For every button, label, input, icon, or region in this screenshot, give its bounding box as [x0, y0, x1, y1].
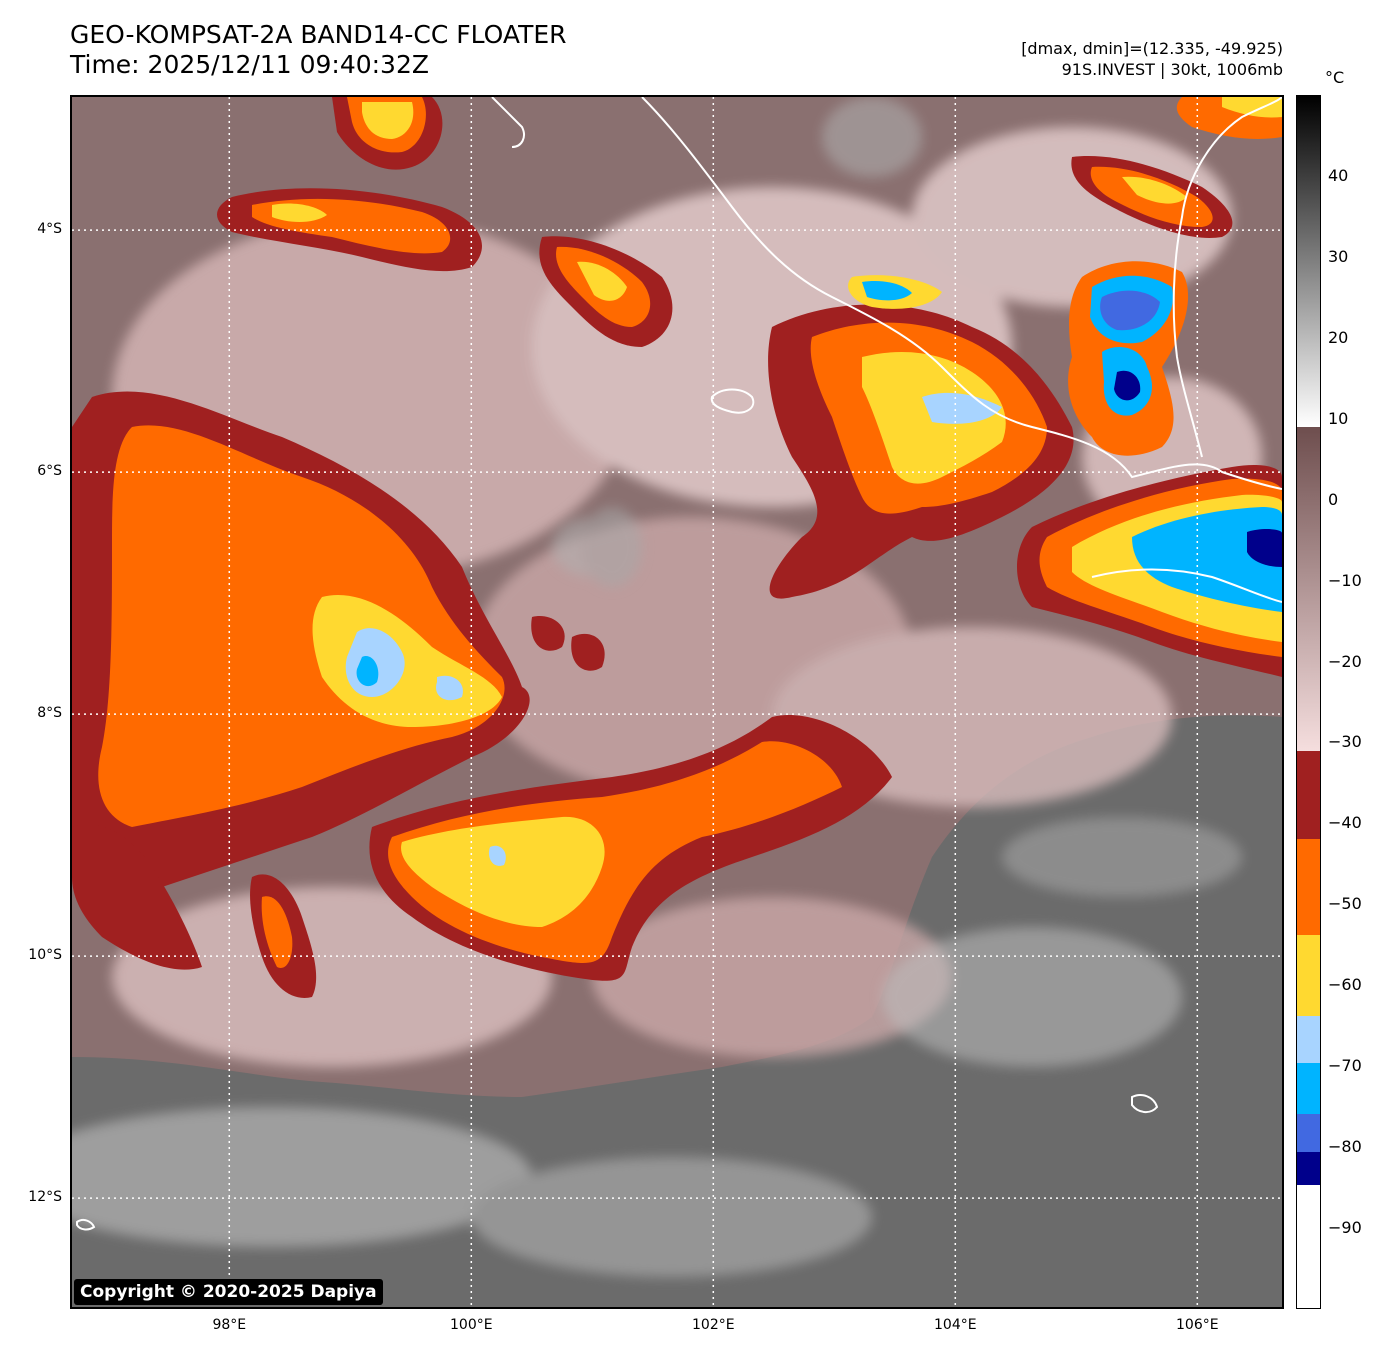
colorbar-cyan-segment [1297, 1063, 1320, 1114]
info-line-2: 91S.INVEST | 30kt, 1006mb [1061, 60, 1283, 79]
figure-title: GEO-KOMPSAT-2A BAND14-CC FLOATER Time: 2… [70, 20, 567, 80]
colorbar [1296, 95, 1321, 1309]
latitude-label: 10°S [28, 947, 62, 964]
convection-west-edge [72, 616, 605, 998]
colorbar-tick-label: −60 [1328, 975, 1362, 995]
colorbar-brown-segment [1297, 427, 1320, 751]
longitude-label: 102°E [692, 1317, 735, 1333]
map-imagery [72, 97, 1282, 1307]
colorbar-tick-label: −90 [1328, 1218, 1362, 1238]
longitude-label: 100°E [450, 1317, 493, 1333]
colorbar-tick-label: −80 [1328, 1137, 1362, 1157]
colorbar-tick-label: 20 [1328, 327, 1349, 347]
info-line-1: [dmax, dmin]=(12.335, -49.925) [1021, 39, 1283, 58]
copyright-notice: Copyright © 2020-2025 Dapiya [74, 1279, 383, 1305]
title-line-1: GEO-KOMPSAT-2A BAND14-CC FLOATER [70, 20, 567, 49]
colorbar-tick-label: 30 [1328, 246, 1349, 266]
colorbar-blue-segment [1297, 1114, 1320, 1152]
colorbar-gray-segment [1297, 96, 1320, 427]
convection-far-northeast [1068, 261, 1189, 456]
longitude-label: 98°E [212, 1317, 247, 1333]
colorbar-unit: °C [1325, 68, 1345, 87]
latitude-label: 8°S [37, 705, 62, 722]
latitude-label: 12°S [28, 1189, 62, 1206]
coastline [76, 97, 1282, 1231]
gridlines [72, 97, 1282, 1307]
satellite-map[interactable]: Copyright © 2020-2025 Dapiya [70, 95, 1284, 1309]
colorbar-yellow-segment [1297, 935, 1320, 1016]
convection-east [1017, 465, 1282, 677]
storm-info: [dmax, dmin]=(12.335, -49.925) 91S.INVES… [1021, 38, 1283, 80]
colorbar-tick-label: −40 [1328, 813, 1362, 833]
convection-northeast [768, 275, 1074, 599]
latitude-label: 6°S [37, 463, 62, 480]
colorbar-gradient [1297, 96, 1320, 1308]
convection-northwest [217, 97, 1282, 347]
colorbar-tick-label: −50 [1328, 894, 1362, 914]
colorbar-tick-label: −20 [1328, 651, 1362, 671]
longitude-label: 104°E [934, 1317, 977, 1333]
colorbar-tick-label: −30 [1328, 732, 1362, 752]
colorbar-tick-label: −10 [1328, 570, 1362, 590]
title-line-2: Time: 2025/12/11 09:40:32Z [70, 50, 429, 79]
colorbar-white-segment [1297, 1185, 1320, 1308]
colorbar-tick-label: 40 [1328, 165, 1349, 185]
colorbar-orange-segment [1297, 839, 1320, 935]
longitude-label: 106°E [1176, 1317, 1219, 1333]
colorbar-tick-label: 10 [1328, 408, 1349, 428]
colorbar-tick-label: 0 [1328, 489, 1339, 509]
colorbar-navy-segment [1297, 1152, 1320, 1185]
colorbar-red-segment [1297, 751, 1320, 839]
convection-west [72, 391, 530, 900]
colorbar-tick-label: −70 [1328, 1056, 1362, 1076]
colorbar-lightblue-segment [1297, 1016, 1320, 1063]
latitude-label: 4°S [37, 221, 62, 238]
convection-south [369, 715, 893, 981]
